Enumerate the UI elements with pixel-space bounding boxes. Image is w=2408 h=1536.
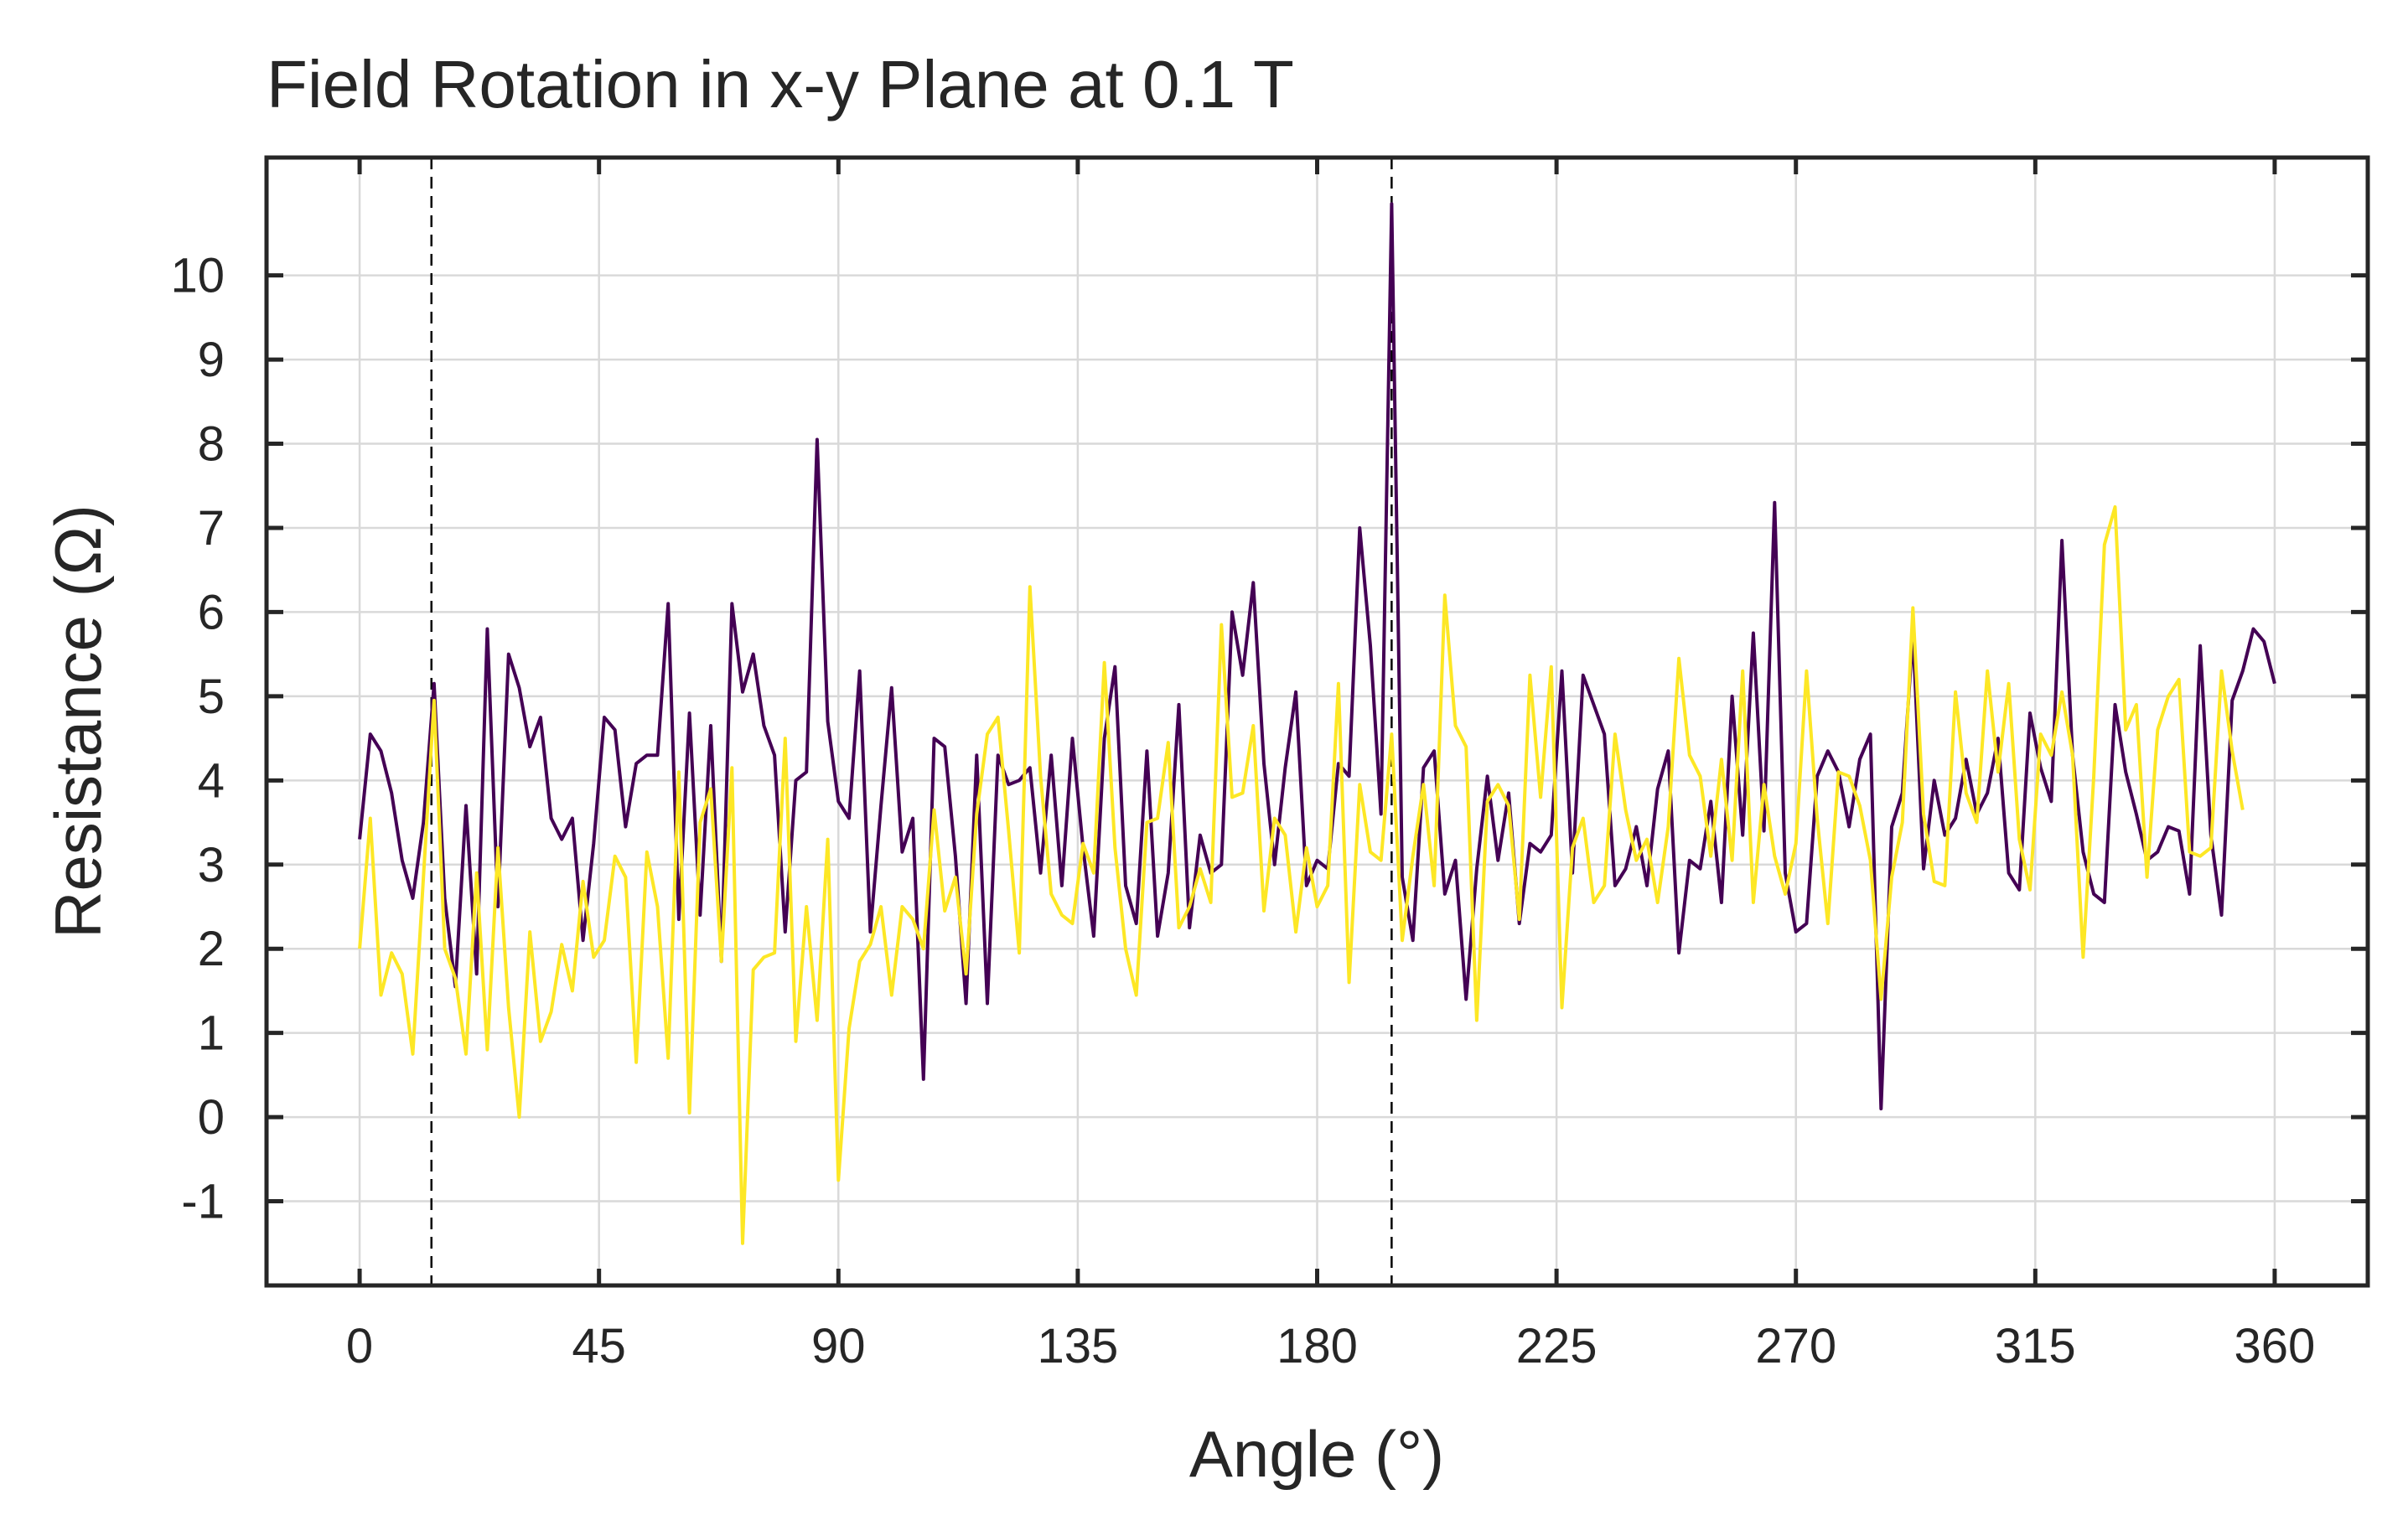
series-line-2 (358, 504, 2245, 1245)
x-tick-label-3: 135 (1038, 1319, 1119, 1373)
x-tick-label-7: 315 (1995, 1319, 2076, 1373)
grid (267, 158, 2368, 1285)
y-tick-label-9: 8 (198, 417, 225, 472)
series-line-1 (358, 202, 2276, 1111)
x-tick-label-2: 90 (811, 1319, 866, 1373)
y-tick-label-10: 9 (198, 333, 225, 387)
y-tick-label-1: 0 (198, 1090, 225, 1145)
y-tick-label-2: 1 (198, 1006, 225, 1061)
y-tick-label-11: 10 (170, 249, 225, 303)
y-tick-label-5: 4 (198, 753, 225, 808)
y-tick-label-3: 2 (198, 922, 225, 976)
y-tick-label-7: 6 (198, 585, 225, 639)
data-series (358, 202, 2276, 1245)
x-tick-label-1: 45 (572, 1319, 626, 1373)
x-tick-label-5: 225 (1516, 1319, 1598, 1373)
x-tick-label-8: 360 (2235, 1319, 2316, 1373)
y-tick-label-0: -1 (181, 1175, 225, 1229)
y-tick-label-8: 7 (198, 501, 225, 556)
x-axis-label: Angle (°) (1189, 1417, 1444, 1491)
x-tick-label-0: 0 (346, 1319, 373, 1373)
y-tick-label-4: 3 (198, 838, 225, 892)
y-tick-label-6: 5 (198, 670, 225, 724)
y-axis-label: Resistance (Ω) (41, 504, 115, 939)
x-tick-label-6: 270 (1755, 1319, 1836, 1373)
x-tick-label-4: 180 (1276, 1319, 1358, 1373)
chart-title: Field Rotation in x-y Plane at 0.1 T (267, 47, 1294, 122)
